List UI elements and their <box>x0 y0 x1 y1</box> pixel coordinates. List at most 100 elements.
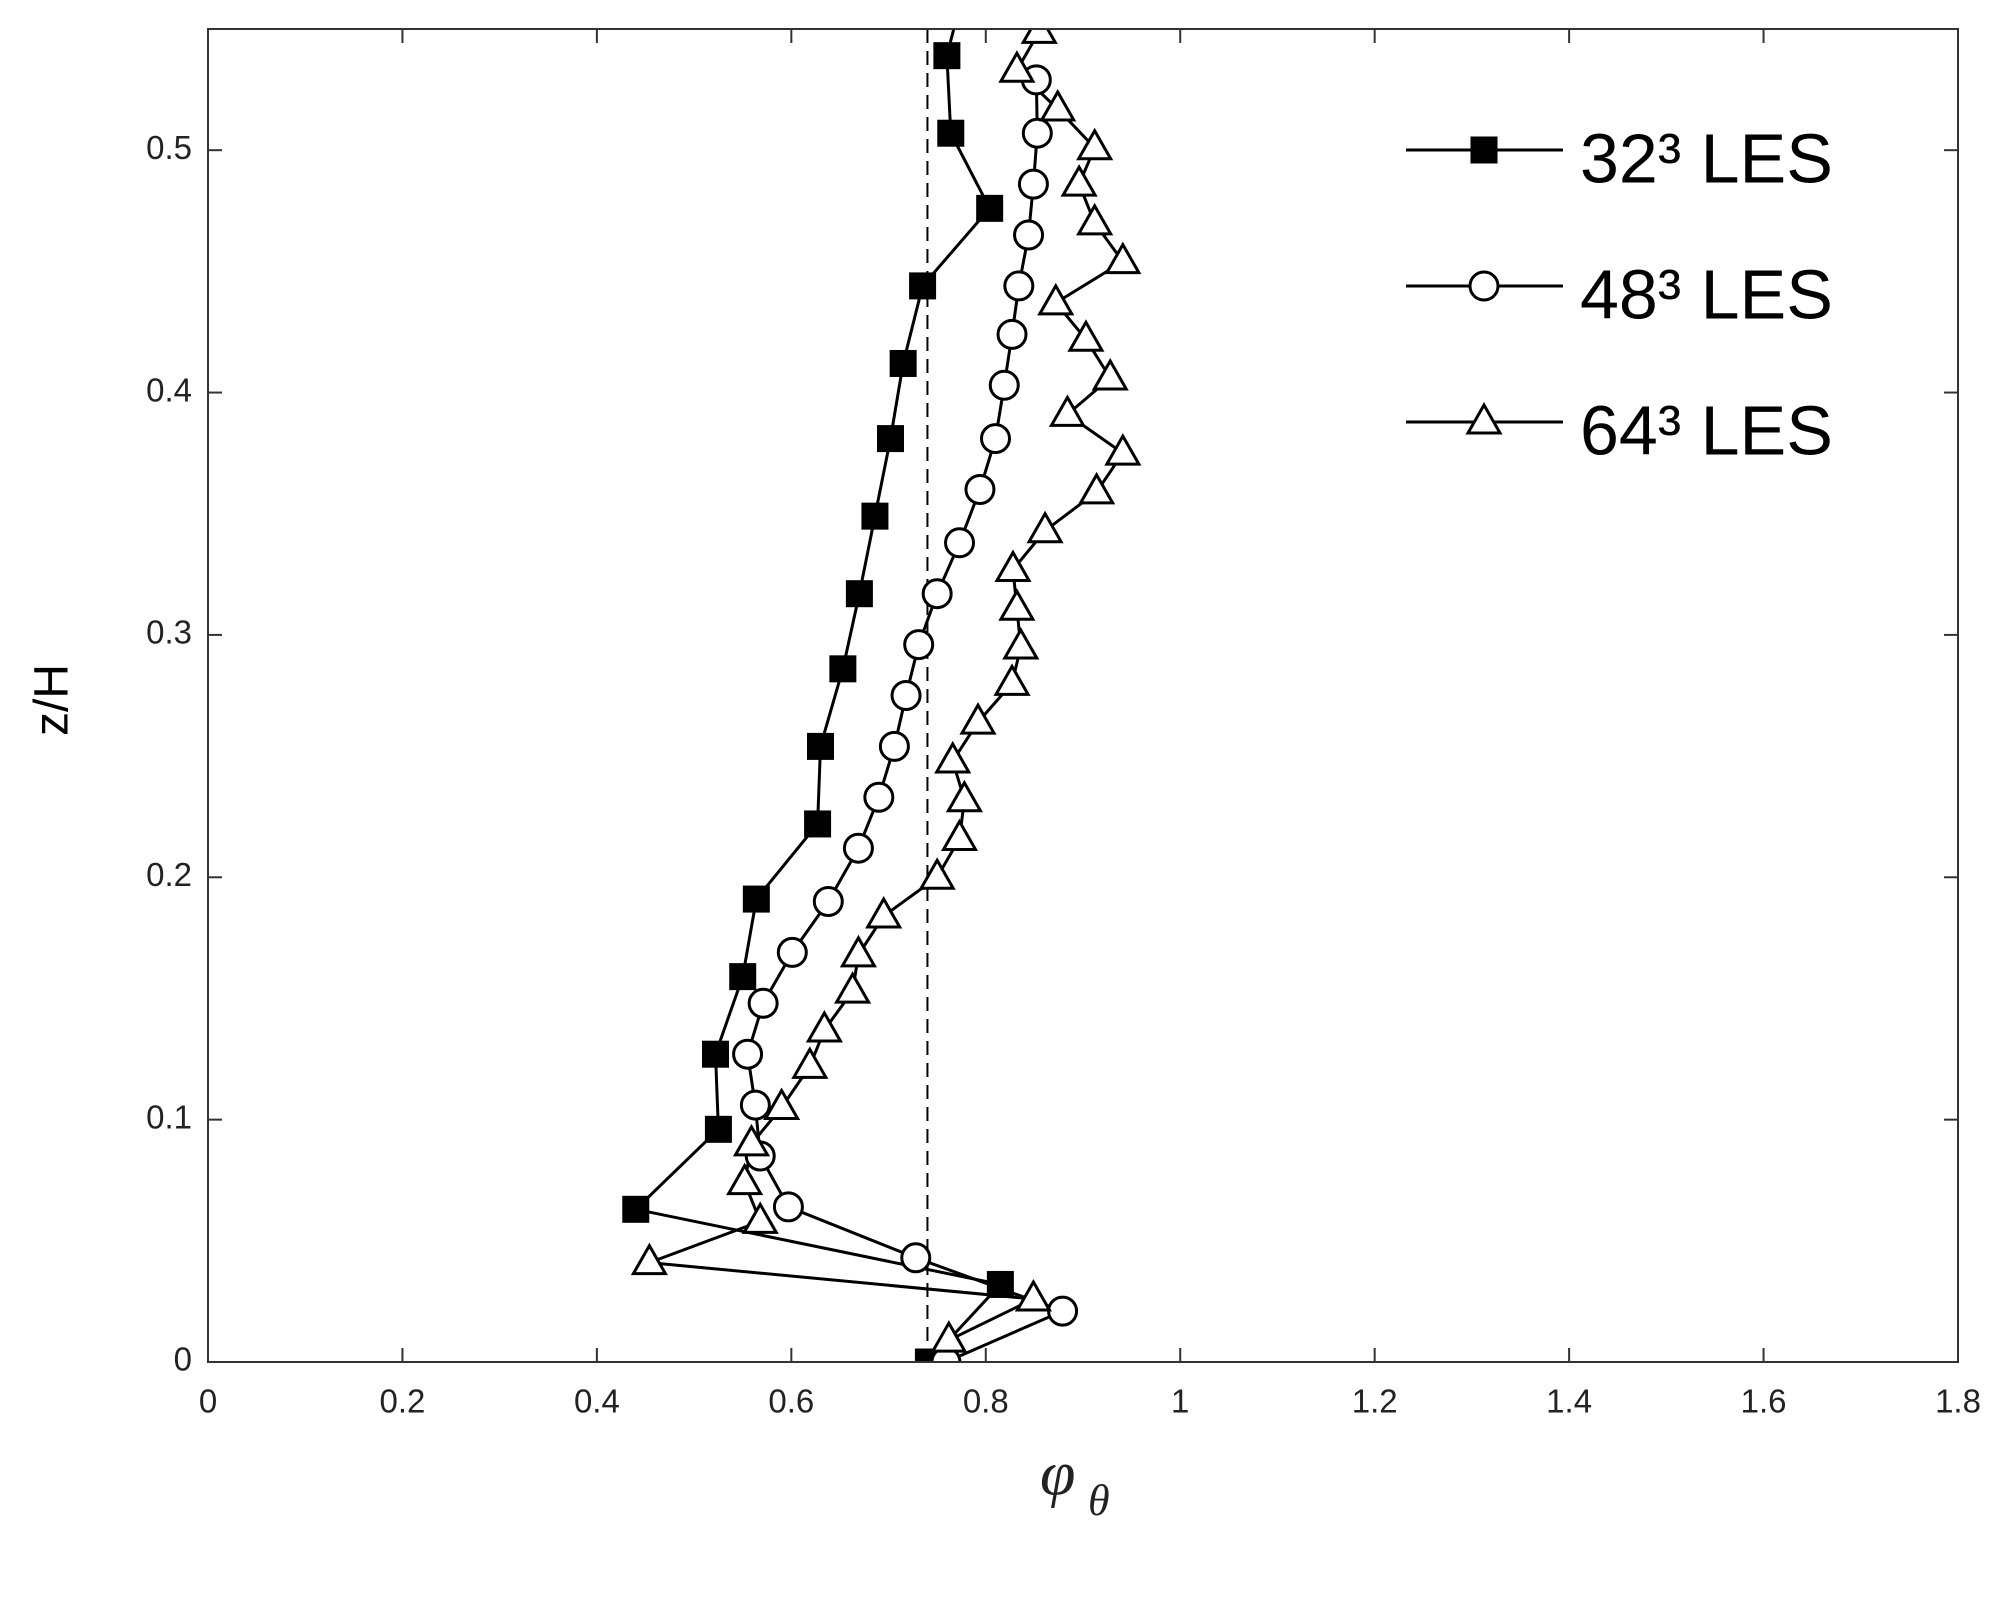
marker <box>909 272 937 300</box>
marker <box>732 1123 771 1157</box>
marker <box>918 857 956 890</box>
marker <box>1067 319 1105 352</box>
marker <box>829 655 857 683</box>
marker <box>807 732 834 760</box>
x-tick-label: 1.6 <box>1741 1383 1787 1420</box>
marker <box>741 1201 779 1234</box>
marker <box>845 580 873 608</box>
x-tick-label: 0.4 <box>574 1383 620 1420</box>
series-line <box>648 30 1126 1342</box>
marker <box>1076 202 1114 236</box>
marker <box>986 1270 1014 1298</box>
marker <box>622 1195 650 1223</box>
marker <box>865 896 903 929</box>
x-tick-label: 0.2 <box>380 1383 426 1420</box>
marker <box>900 1242 932 1274</box>
marker <box>729 963 757 991</box>
marker <box>732 1038 764 1070</box>
marker <box>930 1320 968 1353</box>
x-tick-label: 0.6 <box>768 1383 814 1420</box>
marker <box>704 1115 732 1143</box>
legend-marker <box>1470 136 1498 164</box>
marker <box>1026 510 1064 544</box>
legend-label: 64³ LES <box>1580 391 1833 469</box>
marker <box>1039 88 1077 122</box>
marker <box>833 971 872 1004</box>
plot-area <box>622 29 1142 1362</box>
y-tick-label: 0.1 <box>146 1098 192 1135</box>
marker <box>1104 433 1142 466</box>
marker <box>998 588 1036 621</box>
legend-marker <box>1465 401 1503 435</box>
x-tick-label: 1 <box>1171 1383 1189 1420</box>
x-axis-label-subscript: θ <box>1088 1476 1110 1525</box>
marker <box>937 119 965 147</box>
marker <box>980 423 1011 455</box>
marker <box>1020 29 1058 44</box>
series-line <box>632 29 1004 1362</box>
x-tick-label: 0.8 <box>963 1383 1009 1420</box>
marker <box>1002 627 1040 660</box>
marker <box>877 425 904 453</box>
marker <box>996 318 1028 350</box>
marker <box>921 578 953 610</box>
marker <box>630 1242 668 1276</box>
marker <box>726 1162 764 1196</box>
y-tick-label: 0 <box>174 1341 192 1378</box>
marker <box>739 1089 771 1121</box>
y-tick-label: 0.2 <box>146 856 192 893</box>
marker <box>1048 394 1087 427</box>
marker <box>945 779 983 813</box>
marker <box>959 702 997 735</box>
marker <box>839 934 878 968</box>
marker <box>747 987 779 1019</box>
x-axis-label: φ <box>1040 1438 1075 1509</box>
x-tick-label: 1.2 <box>1352 1383 1398 1420</box>
marker <box>702 1040 729 1068</box>
marker <box>861 502 889 530</box>
marker <box>1060 164 1098 197</box>
y-axis-label: z/H <box>26 664 79 736</box>
marker <box>1076 127 1114 161</box>
marker <box>878 730 910 762</box>
marker <box>998 50 1036 83</box>
marker <box>890 680 922 711</box>
marker <box>791 1046 829 1079</box>
marker <box>933 42 961 70</box>
marker <box>934 740 972 774</box>
x-tick-label: 0 <box>199 1383 217 1420</box>
marker <box>976 194 1004 222</box>
marker <box>940 818 979 851</box>
x-tick-label: 1.4 <box>1546 1383 1592 1420</box>
marker <box>772 1191 804 1223</box>
legend-marker <box>1468 270 1500 302</box>
y-tick-label: 0.3 <box>146 614 192 651</box>
legend-label: 48³ LES <box>1580 255 1833 333</box>
marker <box>805 1009 843 1043</box>
marker <box>1014 1278 1053 1312</box>
plot-frame <box>207 28 1959 1363</box>
marker <box>804 810 832 838</box>
marker <box>994 549 1032 582</box>
marker <box>1037 282 1075 316</box>
marker <box>742 885 770 913</box>
marker <box>863 781 895 813</box>
marker <box>889 349 917 377</box>
marker <box>944 527 976 559</box>
marker <box>1017 168 1049 200</box>
marker <box>1013 219 1045 251</box>
marker <box>842 832 874 864</box>
marker <box>1047 1295 1079 1327</box>
legend-label: 32³ LES <box>1580 119 1833 197</box>
marker <box>1091 357 1129 391</box>
marker <box>1021 117 1053 149</box>
marker <box>988 369 1020 401</box>
marker <box>763 1087 801 1121</box>
x-tick-label: 1.8 <box>1935 1383 1981 1420</box>
marker <box>1003 270 1035 302</box>
marker <box>1078 471 1116 505</box>
marker <box>1104 241 1142 275</box>
y-tick-label: 0.4 <box>146 371 192 408</box>
